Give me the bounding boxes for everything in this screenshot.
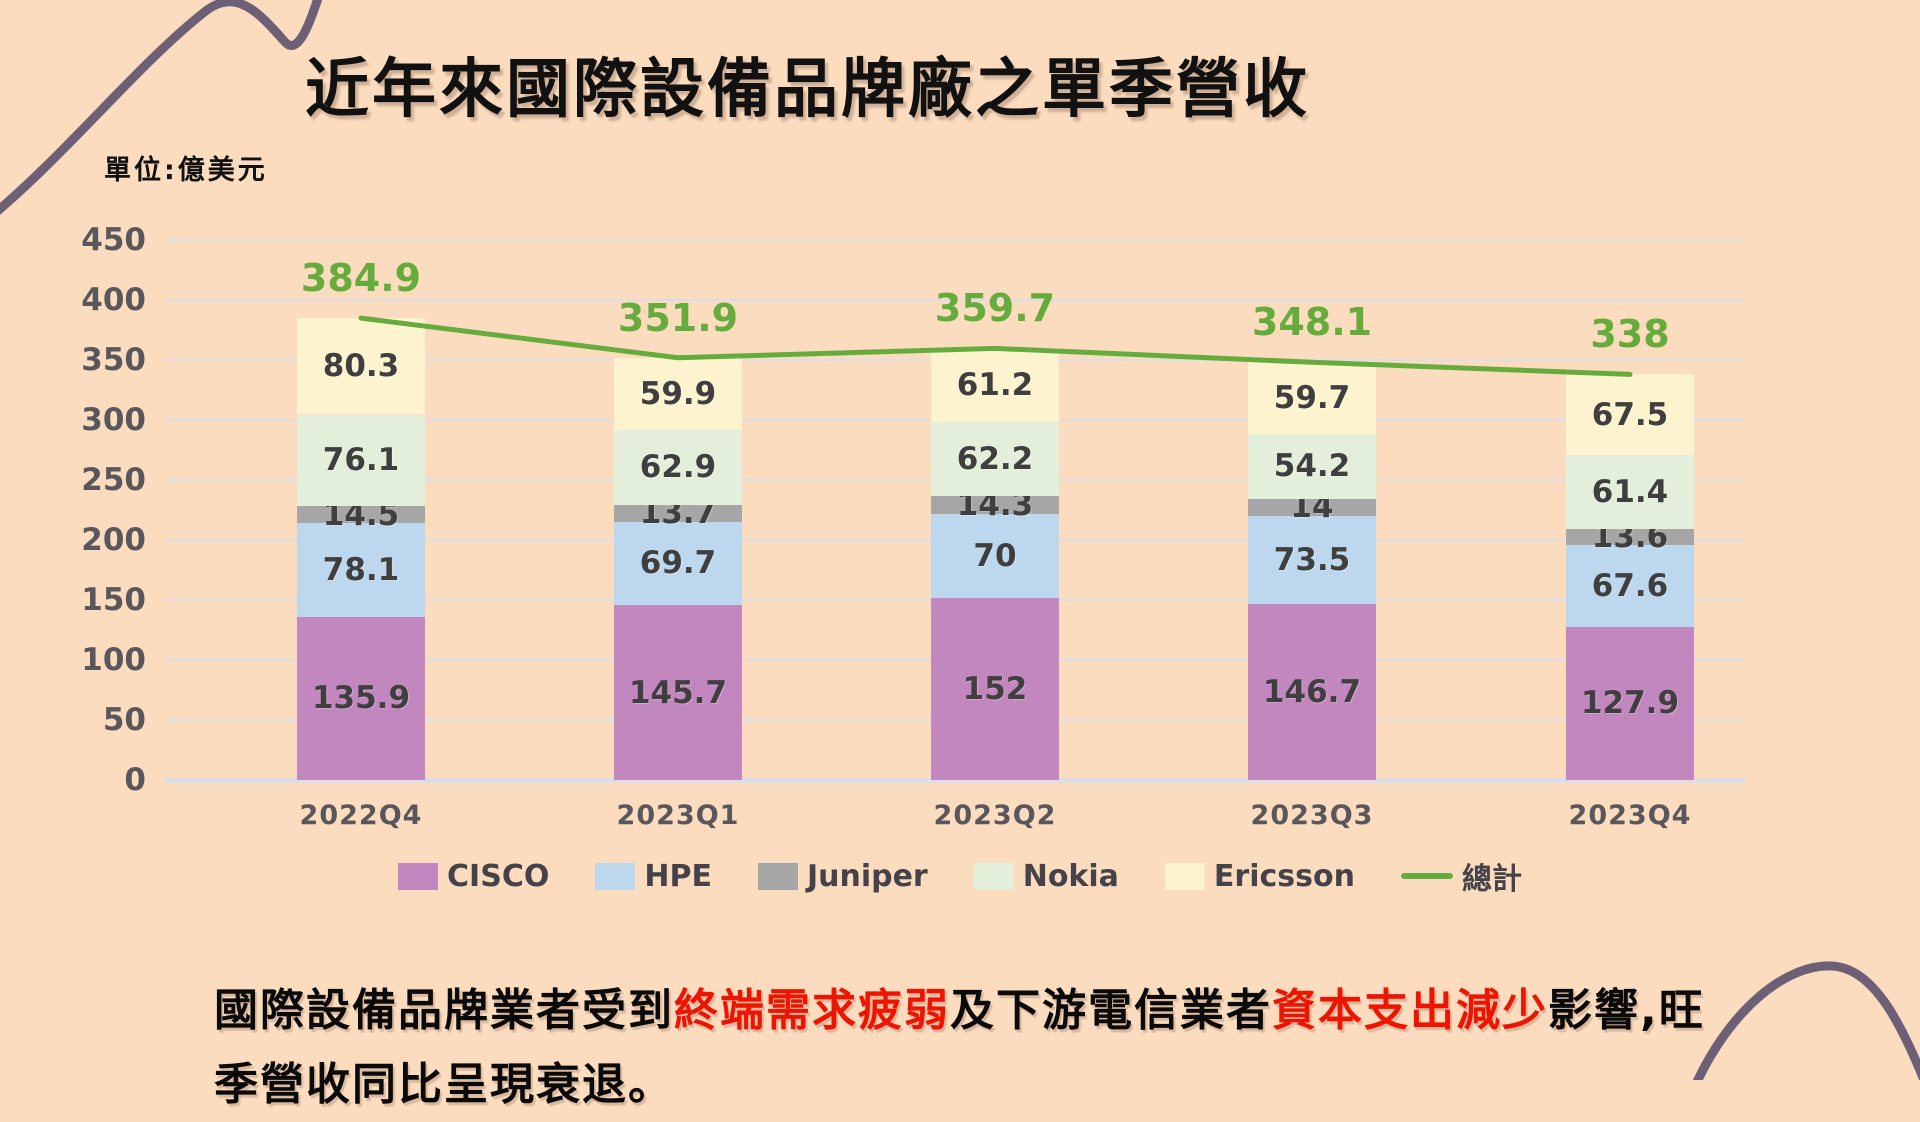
bar-value-label: 61.4 — [1591, 474, 1669, 511]
bar-segment-Nokia-2023Q1: 62.9 — [614, 429, 742, 506]
legend-item-Nokia: Nokia — [973, 858, 1119, 894]
legend-swatch-Nokia — [973, 862, 1014, 890]
gridline-0 — [165, 778, 1745, 783]
footnote-segment: 影響,旺 — [1548, 985, 1705, 1036]
x-axis-label-2023Q4: 2023Q4 — [1568, 800, 1692, 831]
legend-item-Ericsson: Ericsson — [1164, 858, 1355, 894]
bar-value-label: 67.5 — [1591, 396, 1669, 433]
y-axis-tick-450: 450 — [81, 222, 146, 258]
footnote-segment: 季營收同比呈現衰退。 — [214, 1059, 674, 1110]
total-value-label-2022Q4: 384.9 — [300, 256, 422, 301]
footnote-highlight: 資本支出減少 — [1272, 985, 1548, 1036]
y-axis-tick-200: 200 — [81, 522, 146, 558]
footnote-segment: 國際設備品牌業者受到 — [214, 985, 674, 1036]
bar-segment-Juniper-2023Q1: 13.7 — [614, 495, 742, 531]
legend-label-CISCO: CISCO — [447, 858, 550, 894]
total-value-label-2023Q2: 359.7 — [934, 286, 1056, 331]
bar-segment-Juniper-2022Q4: 14.5 — [297, 497, 425, 533]
bar-segment-HPE-2023Q2: 70 — [931, 513, 1059, 598]
legend-item-CISCO: CISCO — [398, 859, 549, 894]
bar-value-label: 70 — [973, 537, 1017, 574]
legend-swatch-total-line — [1400, 873, 1453, 879]
bar-segment-HPE-2023Q3: 73.5 — [1248, 515, 1376, 604]
bar-value-label: 59.7 — [1273, 380, 1351, 417]
bar-value-label: 62.9 — [639, 449, 717, 486]
legend-swatch-Juniper — [757, 862, 798, 890]
legend-swatch-Ericsson — [1164, 862, 1205, 890]
legend-item-Juniper: Juniper — [757, 858, 928, 894]
legend-item-total: 總計 — [1400, 854, 1522, 898]
legend-label-Juniper: Juniper — [806, 858, 928, 894]
bar-segment-CISCO-2023Q2: 152 — [931, 597, 1059, 780]
bar-segment-Juniper-2023Q4: 13.6 — [1566, 519, 1694, 555]
legend-label-Ericsson: Ericsson — [1213, 858, 1355, 894]
bar-value-label: 152 — [962, 670, 1028, 707]
legend-swatch-CISCO — [398, 862, 439, 890]
bar-value-label: 73.5 — [1273, 541, 1351, 578]
bar-value-label: 78.1 — [322, 552, 400, 589]
unit-label: 單位:億美元 — [104, 155, 268, 186]
legend-label-Nokia: Nokia — [1022, 858, 1119, 894]
x-axis-label-2023Q2: 2023Q2 — [933, 800, 1057, 831]
bar-segment-Nokia-2023Q3: 54.2 — [1248, 433, 1376, 499]
bar-segment-Juniper-2023Q2: 14.3 — [931, 487, 1059, 523]
x-axis-label-2022Q4: 2022Q4 — [299, 800, 423, 831]
bar-value-label: 54.2 — [1273, 448, 1351, 485]
bar-value-label: 59.9 — [639, 375, 717, 412]
total-value-label-2023Q1: 351.9 — [617, 295, 739, 340]
bar-segment-Nokia-2023Q2: 62.2 — [931, 421, 1059, 497]
bar-value-label: 80.3 — [322, 348, 400, 385]
chart-legend: CISCO HPE Juniper Nokia Ericsson 總計 — [0, 854, 1920, 898]
bar-segment-Nokia-2022Q4: 76.1 — [297, 414, 425, 506]
y-axis-tick-400: 400 — [81, 282, 146, 318]
bar-segment-HPE-2023Q4: 67.6 — [1566, 545, 1694, 627]
bar-value-label: 61.2 — [956, 367, 1034, 404]
bar-value-label: 69.7 — [639, 545, 717, 582]
bar-segment-CISCO-2022Q4: 135.9 — [297, 616, 425, 780]
legend-swatch-HPE — [595, 862, 636, 890]
bar-value-label: 135.9 — [311, 680, 411, 717]
bar-segment-Ericsson-2022Q4: 80.3 — [297, 318, 425, 415]
bar-segment-CISCO-2023Q4: 127.9 — [1566, 626, 1694, 780]
y-axis-tick-150: 150 — [81, 582, 146, 618]
bar-value-label: 76.1 — [322, 442, 400, 479]
bar-segment-Nokia-2023Q4: 61.4 — [1566, 455, 1694, 530]
bar-value-label: 145.7 — [628, 674, 728, 711]
y-axis-tick-300: 300 — [81, 402, 146, 438]
bar-value-label: 127.9 — [1580, 685, 1680, 722]
bar-segment-HPE-2023Q1: 69.7 — [614, 521, 742, 606]
y-axis-tick-50: 50 — [102, 702, 146, 738]
bar-segment-Ericsson-2023Q4: 67.5 — [1566, 374, 1694, 456]
footnote-segment: 及下游電信業者 — [950, 985, 1272, 1036]
footnote: 國際設備品牌業者受到終端需求疲弱及下游電信業者資本支出減少影響,旺季營收同比呈現… — [214, 974, 1814, 1122]
y-axis-tick-0: 0 — [124, 762, 146, 798]
bar-segment-CISCO-2023Q1: 145.7 — [614, 605, 742, 780]
y-axis-tick-250: 250 — [81, 462, 146, 498]
bar-segment-Ericsson-2023Q2: 61.2 — [931, 348, 1059, 422]
bar-segment-CISCO-2023Q3: 146.7 — [1248, 603, 1376, 780]
legend-label-total: 總計 — [1461, 862, 1522, 897]
bar-segment-Ericsson-2023Q3: 59.7 — [1248, 362, 1376, 434]
y-axis-tick-100: 100 — [81, 642, 146, 678]
y-axis-tick-350: 350 — [81, 342, 146, 378]
bar-segment-Ericsson-2023Q1: 59.9 — [614, 357, 742, 430]
gridline-450 — [165, 239, 1745, 241]
legend-item-HPE: HPE — [595, 859, 712, 894]
gridline-400 — [165, 299, 1745, 301]
total-value-label-2023Q4: 338 — [1590, 312, 1670, 357]
bar-value-label: 146.7 — [1262, 673, 1362, 710]
footnote-highlight: 終端需求疲弱 — [674, 985, 950, 1036]
bar-value-label: 67.6 — [1591, 567, 1669, 604]
bar-segment-HPE-2022Q4: 78.1 — [297, 523, 425, 617]
total-value-label-2023Q3: 348.1 — [1251, 300, 1373, 345]
page-title: 近年來國際設備品牌廠之單季營收 — [305, 53, 1310, 127]
bar-value-label: 62.2 — [956, 441, 1034, 478]
bar-segment-Juniper-2023Q3: 14 — [1248, 489, 1376, 525]
legend-label-HPE: HPE — [644, 858, 712, 894]
x-axis-label-2023Q1: 2023Q1 — [616, 800, 740, 831]
x-axis-label-2023Q3: 2023Q3 — [1250, 800, 1374, 831]
